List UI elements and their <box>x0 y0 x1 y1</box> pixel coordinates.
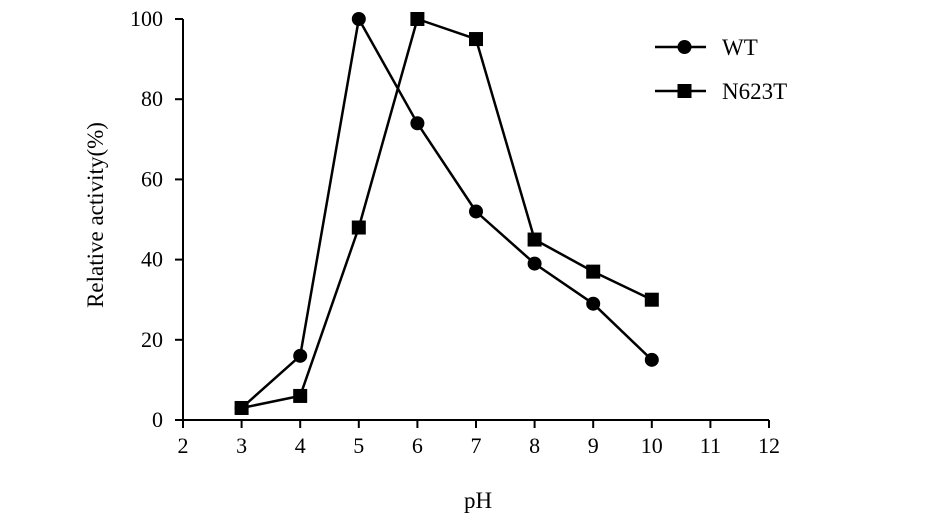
data-point <box>234 400 249 415</box>
series-layer <box>234 12 659 415</box>
x-tick-label: 5 <box>353 433 364 458</box>
y-tick-label: 0 <box>152 407 163 432</box>
data-point <box>586 264 601 279</box>
data-point <box>351 220 366 235</box>
legend-label: N623T <box>722 79 787 104</box>
data-point <box>527 232 542 247</box>
legend-item: WT <box>655 35 758 60</box>
legend-marker <box>677 40 692 54</box>
legend-marker <box>677 84 692 98</box>
series-n623t <box>234 12 659 415</box>
data-point <box>586 296 601 311</box>
x-tick-label: 7 <box>471 433 482 458</box>
x-tick-label: 3 <box>236 433 247 458</box>
data-point <box>644 292 659 307</box>
data-point <box>527 256 542 271</box>
data-point <box>351 12 366 26</box>
y-tick-label: 100 <box>130 6 163 31</box>
legend-item: N623T <box>655 79 787 104</box>
y-tick-label: 40 <box>141 247 163 272</box>
data-point <box>469 204 483 219</box>
y-axis-title: Relative activity(%) <box>83 122 108 308</box>
x-tick-label: 6 <box>412 433 423 458</box>
series-wt <box>234 12 659 415</box>
data-point <box>410 12 425 26</box>
y-tick-label: 20 <box>141 327 163 352</box>
data-point <box>293 388 308 403</box>
x-tick-label: 4 <box>295 433 306 458</box>
axes: 2 3 4 5 6 7 8 9 10 11 12 0 20 40 60 80 100 <box>130 6 780 458</box>
data-point <box>410 116 425 131</box>
data-point <box>293 348 308 363</box>
data-point <box>469 32 483 47</box>
x-tick-label: 10 <box>641 433 663 458</box>
x-tick-label: 2 <box>178 433 189 458</box>
x-tick-label: 9 <box>588 433 599 458</box>
x-tick-label: 11 <box>700 433 721 458</box>
y-tick-label: 60 <box>141 166 163 191</box>
legend: WT N623T <box>655 35 787 104</box>
data-point <box>644 352 659 367</box>
legend-label: WT <box>722 35 758 60</box>
x-axis-title: pH <box>464 488 492 513</box>
y-tick-label: 80 <box>141 86 163 111</box>
series-line <box>241 17 653 410</box>
x-tick-label: 12 <box>758 433 780 458</box>
x-tick-label: 8 <box>529 433 540 458</box>
series-line <box>240 17 653 409</box>
